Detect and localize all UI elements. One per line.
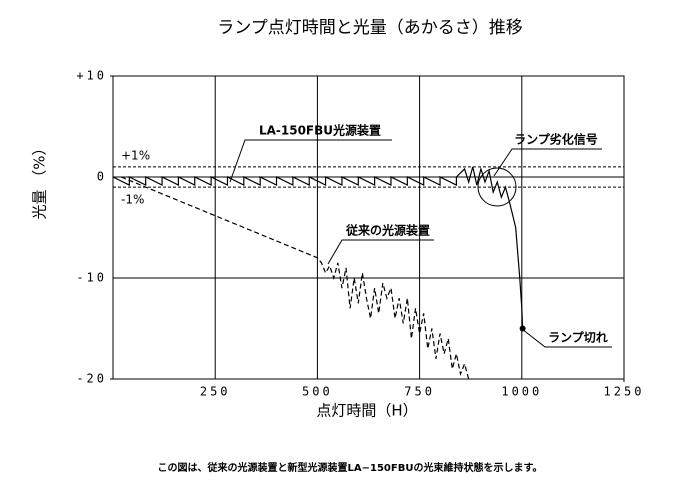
chart-title: ランプ点灯時間と光量（あかるさ）推移 [217,18,523,38]
y-tick-label: -10 [76,271,107,285]
callout-label: 従来の光源装置 [345,223,430,238]
callout-label: ランプ切れ [548,330,608,345]
callout-leader [327,239,434,265]
series-line [120,176,470,380]
callout-leader [493,148,602,177]
end-point [519,325,526,332]
x-tick-label: 1250 [604,385,645,399]
caption: この図は、従来の光源装置と新型光源装置LA−150FBUの光束維持状態を示します… [158,461,543,474]
x-axis-label: 点灯時間（H） [316,402,417,420]
y-tick-label: 0 [97,170,107,184]
callout-leader [229,139,392,183]
callout-label: ランプ劣化信号 [514,132,598,147]
y-axis-label: 光量 （%） [31,140,49,219]
x-tick-label: 500 [302,385,333,399]
series-line [112,166,524,329]
reference-label: -1% [121,193,144,207]
y-tick-label: +10 [76,69,107,83]
reference-label: +1% [121,148,150,162]
callout-label: LA-150FBU光源装置 [259,123,381,138]
x-tick-label: 1000 [501,385,542,399]
callout-leader [521,328,612,348]
y-tick-label: -20 [76,372,107,386]
x-tick-label: 250 [200,385,231,399]
x-tick-label: 750 [404,385,435,399]
plot-frame [112,75,625,380]
